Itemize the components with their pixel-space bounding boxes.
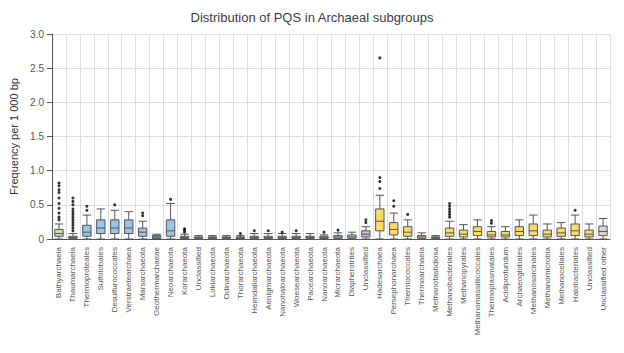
svg-text:Unclassified other: Unclassified other bbox=[599, 247, 608, 311]
svg-text:Frequency per 1 000 bp: Frequency per 1 000 bp bbox=[8, 78, 20, 195]
svg-text:Neoarchaeota: Neoarchaeota bbox=[166, 246, 175, 297]
svg-text:Marsarchaeota: Marsarchaeota bbox=[138, 246, 147, 300]
svg-text:2.0: 2.0 bbox=[30, 97, 44, 108]
svg-text:Acidiprofundum: Acidiprofundum bbox=[501, 247, 510, 303]
svg-text:2.5: 2.5 bbox=[30, 63, 44, 74]
svg-text:Micrarchaeota: Micrarchaeota bbox=[333, 246, 342, 297]
svg-text:Methanomicrobia: Methanomicrobia bbox=[543, 246, 552, 308]
svg-text:Persephonarchaea: Persephonarchaea bbox=[389, 246, 398, 314]
svg-text:Heimdallarchaeota: Heimdallarchaeota bbox=[250, 246, 259, 313]
svg-text:Methanosarcinales: Methanosarcinales bbox=[529, 247, 538, 314]
svg-text:Unclassified: Unclassified bbox=[194, 247, 203, 290]
svg-text:Lokiarchaeota: Lokiarchaeota bbox=[208, 246, 217, 297]
svg-text:Odinarchaeota: Odinarchaeota bbox=[222, 246, 231, 299]
svg-text:Thermococcales: Thermococcales bbox=[403, 247, 412, 306]
svg-text:Unclassified: Unclassified bbox=[361, 247, 370, 290]
svg-text:0.5: 0.5 bbox=[30, 199, 44, 210]
svg-text:Nanoarchaeota: Nanoarchaeota bbox=[320, 246, 329, 301]
svg-text:Archaeoglobales: Archaeoglobales bbox=[515, 247, 524, 307]
svg-text:Hadesarchaea: Hadesarchaea bbox=[375, 246, 384, 299]
svg-text:Methanobacteriales: Methanobacteriales bbox=[445, 247, 454, 317]
svg-text:Sulfolobales: Sulfolobales bbox=[96, 247, 105, 291]
svg-text:Thaumarchaeia: Thaumarchaeia bbox=[68, 246, 77, 302]
svg-text:Methanofastidiosa: Methanofastidiosa bbox=[431, 246, 440, 311]
svg-text:1.5: 1.5 bbox=[30, 131, 44, 142]
svg-text:Verstraetearchaea: Verstraetearchaea bbox=[124, 246, 133, 312]
svg-text:Thermoarchaeia: Thermoarchaeia bbox=[417, 246, 426, 305]
svg-text:Methanomassiliicoccales: Methanomassiliicoccales bbox=[473, 247, 482, 335]
svg-text:Nanohaloarchaeota: Nanohaloarchaeota bbox=[278, 246, 287, 316]
svg-text:Geothermarchaeae: Geothermarchaeae bbox=[152, 246, 161, 315]
svg-text:1.0: 1.0 bbox=[30, 165, 44, 176]
svg-text:Unclassified: Unclassified bbox=[585, 247, 594, 290]
svg-text:Methanopyrales: Methanopyrales bbox=[459, 247, 468, 304]
svg-text:Bathyarchaeia: Bathyarchaeia bbox=[54, 246, 63, 298]
svg-text:Thermoproteales: Thermoproteales bbox=[82, 247, 91, 307]
svg-text:Methanocellales: Methanocellales bbox=[557, 247, 566, 305]
svg-text:Diapherotrites: Diapherotrites bbox=[347, 247, 356, 297]
svg-text:Korarchaeota: Korarchaeota bbox=[180, 246, 189, 295]
svg-text:Thorarchaeota: Thorarchaeota bbox=[236, 246, 245, 299]
svg-text:Halobacteriales: Halobacteriales bbox=[571, 247, 580, 302]
svg-text:Thermoplasmatales: Thermoplasmatales bbox=[487, 247, 496, 317]
svg-text:Desulfurococcales: Desulfurococcales bbox=[110, 247, 119, 312]
svg-text:Distribution of PQS in Archaea: Distribution of PQS in Archaeal subgroup… bbox=[191, 10, 434, 25]
svg-text:3.0: 3.0 bbox=[30, 29, 44, 40]
svg-text:Pacearchaeota: Pacearchaeota bbox=[306, 246, 315, 300]
svg-text:Woesearchaeota: Woesearchaeota bbox=[292, 246, 301, 307]
svg-text:Aenigmarchaeota: Aenigmarchaeota bbox=[264, 246, 273, 309]
svg-text:0: 0 bbox=[38, 234, 44, 245]
